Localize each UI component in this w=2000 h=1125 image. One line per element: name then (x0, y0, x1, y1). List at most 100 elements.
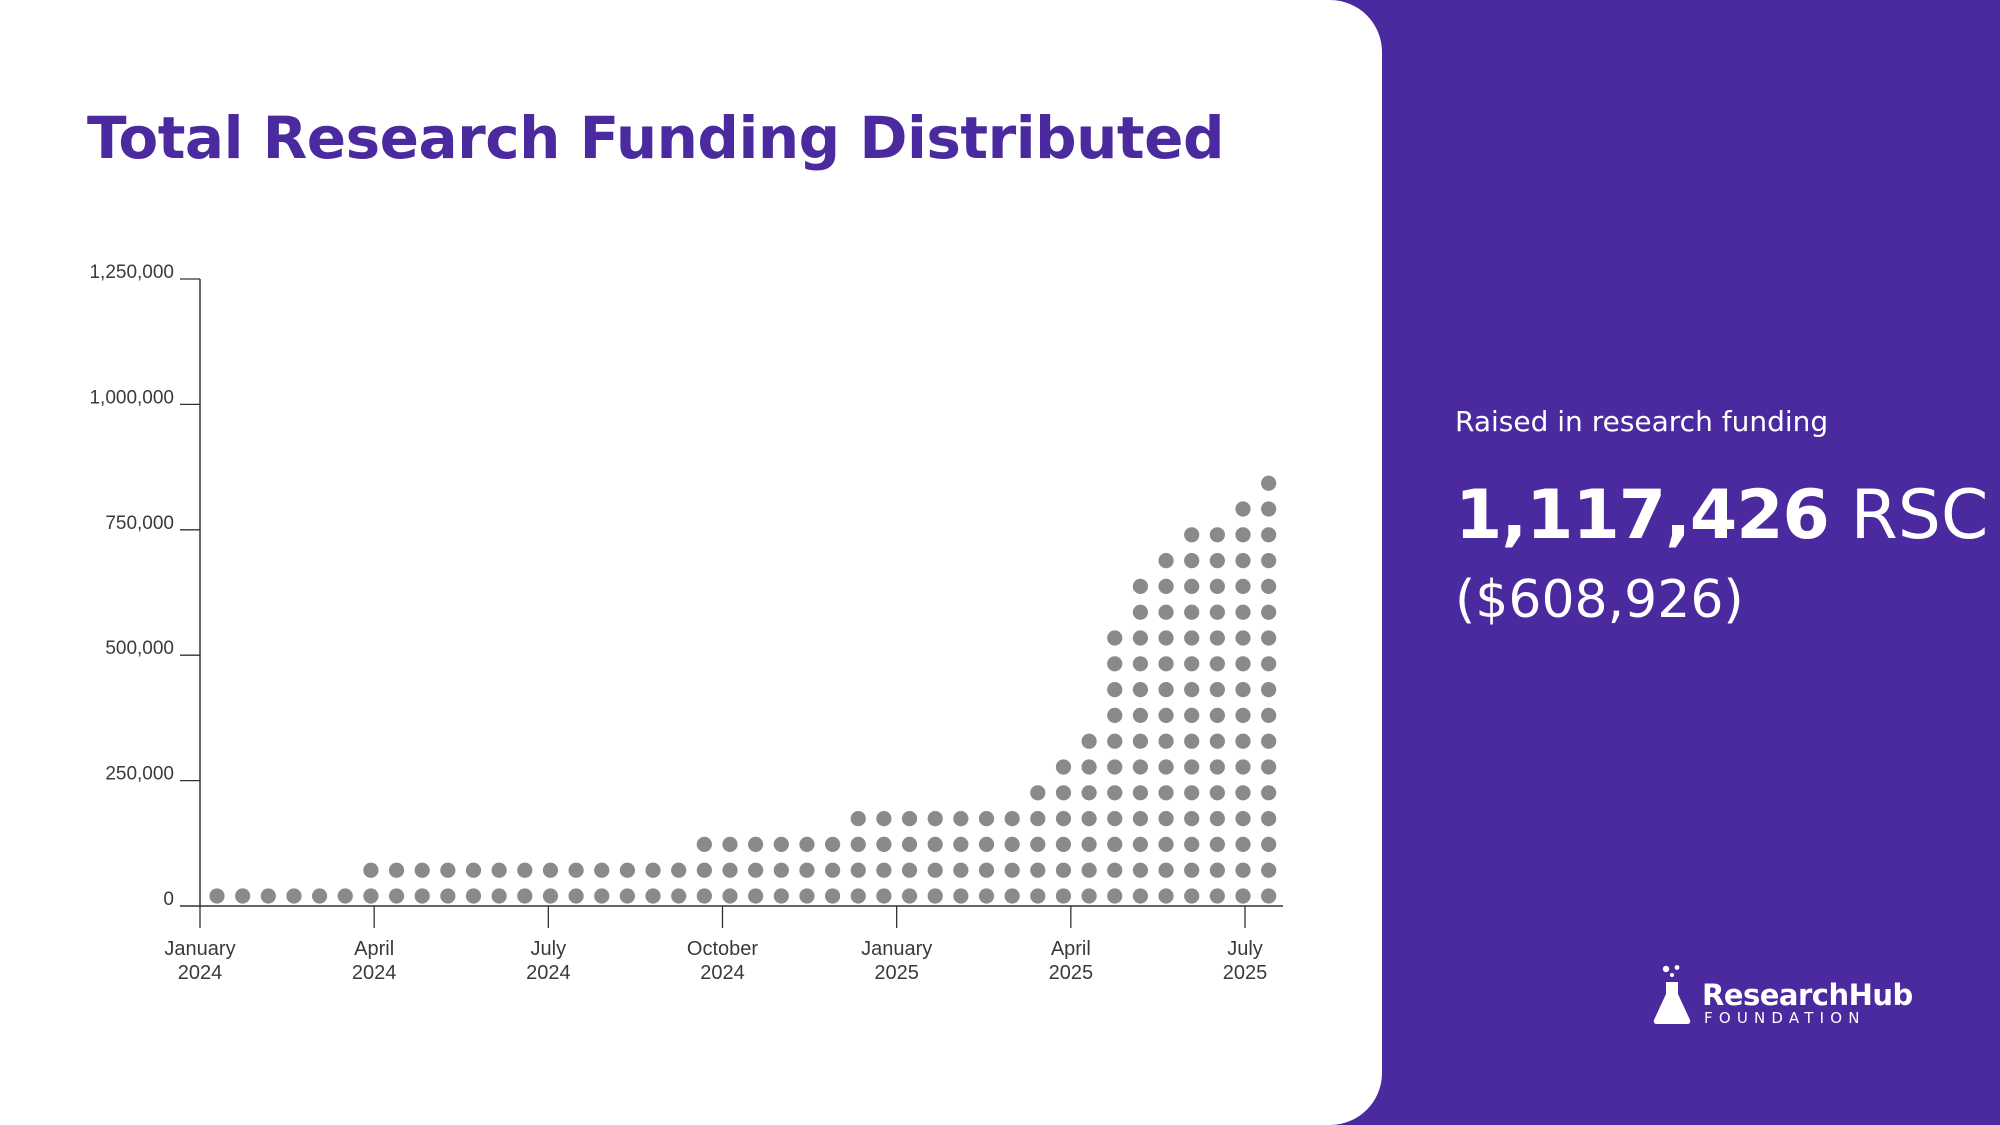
funding-dot (1209, 733, 1225, 749)
funding-dot (1132, 630, 1148, 646)
funding-dot (260, 888, 276, 904)
funding-dot (1081, 811, 1097, 827)
funding-dot (1184, 656, 1200, 672)
brand-subtitle: FOUNDATION (1704, 1009, 1866, 1027)
funding-dot (1158, 888, 1174, 904)
funding-dot (1030, 888, 1046, 904)
funding-dot (1004, 862, 1020, 878)
funding-dot (1132, 707, 1148, 724)
funding-dot (1235, 630, 1251, 646)
funding-dot (1158, 811, 1174, 827)
funding-dot (1055, 888, 1072, 904)
funding-dot (876, 888, 892, 904)
funding-dot (1081, 759, 1097, 775)
chart-labels: 0 250,000 500,000 750,000 1,000,000 1,250,000… (89, 262, 1267, 984)
funding-dot (722, 888, 738, 904)
x-tick-label-year: 2024 (178, 962, 223, 984)
funding-dot (1261, 888, 1277, 904)
funding-dot (1209, 656, 1225, 672)
funding-dot (645, 862, 661, 878)
funding-dot (1261, 759, 1277, 775)
funding-dot (1107, 836, 1123, 853)
funding-dot (1235, 501, 1251, 517)
funding-dot (1004, 888, 1020, 904)
funding-dot (1261, 682, 1277, 698)
funding-dot (1158, 862, 1174, 878)
funding-dot (1235, 527, 1251, 543)
funding-dot (1004, 836, 1020, 853)
y-tick-label: 1,000,000 (89, 387, 174, 408)
funding-dot (1184, 733, 1200, 749)
funding-dot (1132, 836, 1148, 853)
funding-dot (1184, 527, 1200, 543)
funding-dot (722, 862, 738, 878)
funding-dot (1107, 811, 1123, 827)
funding-dot (953, 888, 969, 904)
funding-dot (1107, 682, 1123, 698)
funding-dot (850, 836, 866, 853)
funding-dot (1261, 733, 1277, 749)
funding-dot (1235, 578, 1251, 595)
funding-dot (1235, 888, 1251, 904)
funding-dot (1055, 836, 1072, 853)
funding-dot (1261, 475, 1277, 491)
x-tick-label-month: April (1051, 938, 1091, 960)
funding-dot (825, 836, 841, 853)
funding-dot (568, 862, 584, 878)
x-tick-label-month: July (1227, 938, 1263, 960)
funding-dot (978, 811, 995, 827)
funding-dot (1235, 733, 1251, 749)
funding-dot (1030, 811, 1046, 827)
funding-dot (1184, 888, 1200, 904)
funding-dot (1235, 862, 1251, 878)
rsc-total: 1,117,426 RSC (1455, 476, 1988, 555)
funding-dot (1158, 707, 1174, 724)
funding-dot (1107, 733, 1123, 749)
funding-dot (1132, 888, 1148, 904)
funding-dot (978, 888, 995, 904)
chart-dots (209, 475, 1277, 904)
funding-dot (517, 862, 533, 878)
funding-dot (901, 836, 918, 853)
y-tick-label: 750,000 (105, 513, 174, 534)
funding-dot (337, 888, 353, 904)
funding-dot (1235, 682, 1251, 698)
usd-total: ($608,926) (1455, 570, 1744, 630)
funding-dot (491, 888, 507, 904)
funding-dot (1209, 888, 1225, 904)
funding-dot (363, 888, 379, 904)
funding-dot (1132, 811, 1148, 827)
y-tick-label: 1,250,000 (89, 262, 174, 283)
funding-dot (1184, 785, 1200, 801)
funding-dot (1209, 578, 1225, 595)
funding-dot (1030, 862, 1046, 878)
funding-dot (799, 888, 815, 904)
funding-dot (440, 862, 456, 878)
funding-dot (953, 836, 969, 853)
funding-dot (1107, 630, 1123, 646)
funding-dot (1184, 682, 1200, 698)
funding-dot (927, 811, 943, 827)
funding-dot (1030, 785, 1046, 801)
funding-dot (542, 862, 559, 878)
funding-dot (1261, 630, 1277, 646)
funding-dot (799, 836, 815, 853)
funding-dot (645, 888, 661, 904)
funding-dot (619, 888, 636, 904)
funding-dot (1209, 553, 1225, 569)
funding-dot (1235, 553, 1251, 569)
funding-dot (568, 888, 584, 904)
flask-icon (1653, 965, 1691, 1024)
funding-dot (1261, 862, 1277, 878)
funding-dot (388, 888, 405, 904)
funding-dot (594, 862, 610, 878)
x-tick-label-year: 2024 (700, 962, 745, 984)
funding-dot (1107, 785, 1123, 801)
funding-dot (1209, 862, 1225, 878)
funding-dot (1081, 888, 1097, 904)
x-tick-label-year: 2024 (352, 962, 397, 984)
funding-dot (1209, 682, 1225, 698)
funding-dot (1107, 656, 1123, 672)
funding-dot (696, 862, 712, 878)
funding-dot (1081, 733, 1097, 749)
